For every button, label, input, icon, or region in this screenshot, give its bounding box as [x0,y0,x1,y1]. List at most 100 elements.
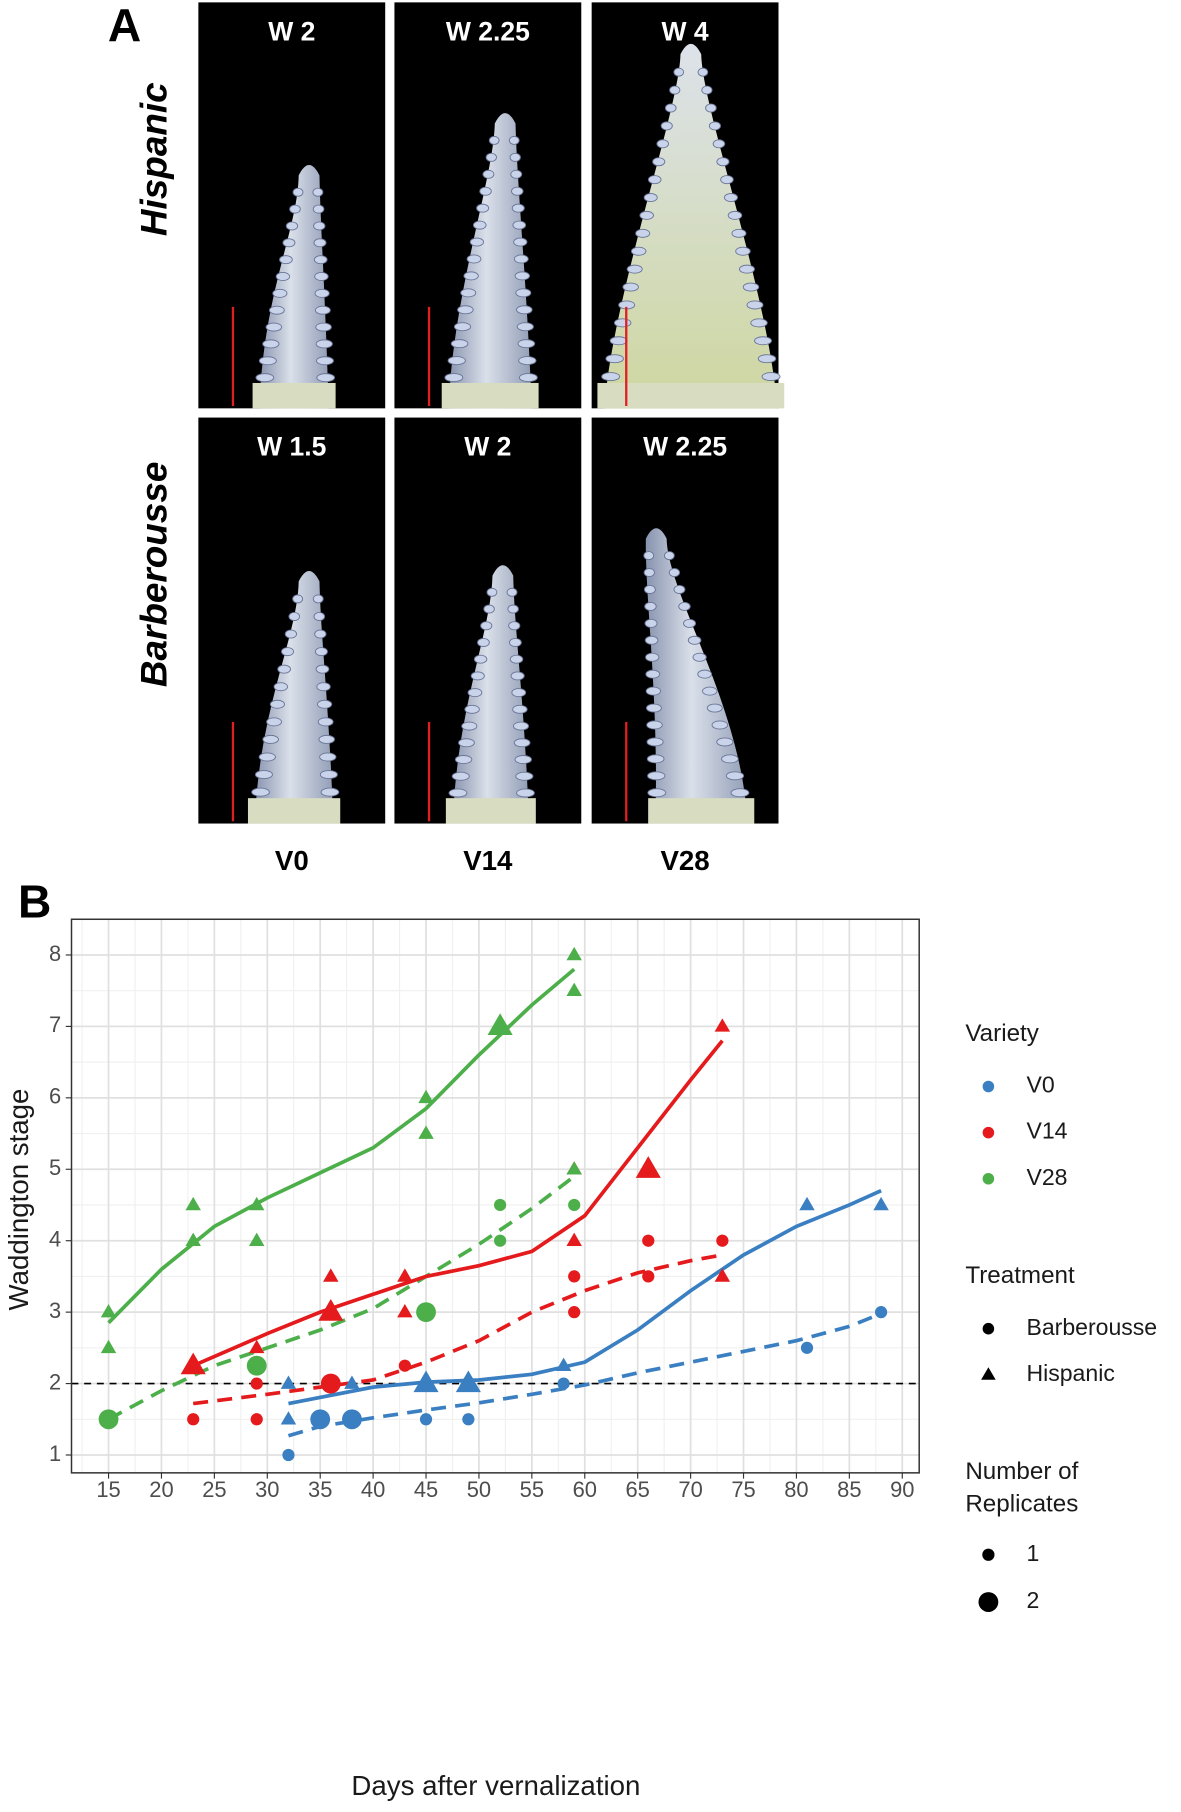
data-point [250,1413,263,1426]
data-point [462,1413,475,1426]
spikelet [469,237,484,247]
spikelet [742,282,760,292]
x-tick-label: 55 [520,1477,544,1502]
spikelet [454,755,473,765]
spikelet [601,372,621,382]
fit-line [192,1253,723,1406]
spikelet [461,721,478,731]
y-tick-label: 3 [49,1298,61,1323]
x-tick-label: 45 [414,1477,438,1502]
spikelet [757,354,777,364]
spikelet [262,734,279,744]
spikelet [316,373,336,383]
spikelet [673,67,685,77]
spikelet [652,157,666,167]
spikelet [516,305,533,315]
spikelet [467,688,483,698]
spikelet [510,169,523,179]
data-point [566,1161,582,1175]
spikelet [312,187,324,197]
spikelet [292,187,304,197]
spikelet [643,193,658,203]
spikelet [314,272,329,282]
spikelet [716,157,730,167]
x-tick-label: 20 [149,1477,173,1502]
spikelet [273,682,288,692]
spikelet [643,551,655,561]
spikelet [515,288,532,298]
legend-swatch [982,1126,995,1139]
x-tick-label: 40 [361,1477,385,1502]
base-tissue [252,382,336,409]
spikelet [513,237,528,247]
spikelet [514,755,532,765]
data-point [568,1198,581,1212]
spikelet [605,354,624,364]
data-point [873,1196,889,1211]
data-point [455,1370,481,1393]
spikelet [472,220,487,230]
spikelet [312,204,325,214]
spikelet [284,629,298,639]
spikelet [735,246,751,256]
spikelet [254,770,273,780]
data-point [100,1339,117,1354]
data-point [642,1234,655,1247]
spikelet [464,704,480,714]
spikelet [646,720,663,730]
spikelet [646,737,664,747]
x-axis-title: Days after vernalization [351,1770,640,1801]
spikelet [470,671,485,681]
spikelet [315,356,334,366]
spikelet [289,204,301,214]
spikelet [315,322,332,332]
spikelet [458,738,475,748]
legend-swatch [982,1080,995,1093]
data-point [418,1089,434,1104]
spikelet [697,67,709,77]
legend-title: Number of [965,1458,1078,1485]
x-tick-label: 35 [308,1477,332,1502]
spikelet [265,322,283,332]
data-point [716,1234,729,1247]
spikelet [512,721,530,731]
row-label: Barberousse [134,462,175,688]
spikelet [318,734,336,744]
y-tick-label: 7 [49,1012,61,1037]
spikelet [513,254,529,264]
x-tick-label: 85 [837,1477,861,1502]
data-point [416,1302,436,1323]
spikelet [517,339,536,349]
spikelet [453,322,472,332]
spikelet [697,669,713,679]
spikelet [269,699,285,709]
spikelet [314,629,327,639]
spikelet [266,717,282,727]
legend-swatch [982,1548,995,1561]
legend-title: Replicates [965,1491,1078,1518]
spikelet [281,647,295,657]
data-point [555,1357,572,1371]
spikelet [660,121,673,131]
spikelet [258,356,277,366]
spikelet [723,193,738,203]
spikelet [518,356,537,366]
data-point [635,1156,661,1178]
base-tissue [648,798,755,824]
column-label: V14 [463,845,513,876]
data-point [318,1299,344,1321]
spikelet [313,611,326,621]
legend-title: Variety [965,1020,1039,1047]
column-label: V0 [275,845,309,876]
data-point [487,1013,513,1035]
spikelet [285,221,299,231]
data-point [344,1375,360,1389]
data-point [280,1375,297,1389]
spikelet [251,787,270,797]
panel-label: A [108,0,141,51]
y-tick-label: 4 [49,1226,61,1251]
spikelet [511,186,524,196]
base-tissue [247,798,341,824]
legend-label: V0 [1026,1072,1054,1098]
spike [604,43,778,409]
